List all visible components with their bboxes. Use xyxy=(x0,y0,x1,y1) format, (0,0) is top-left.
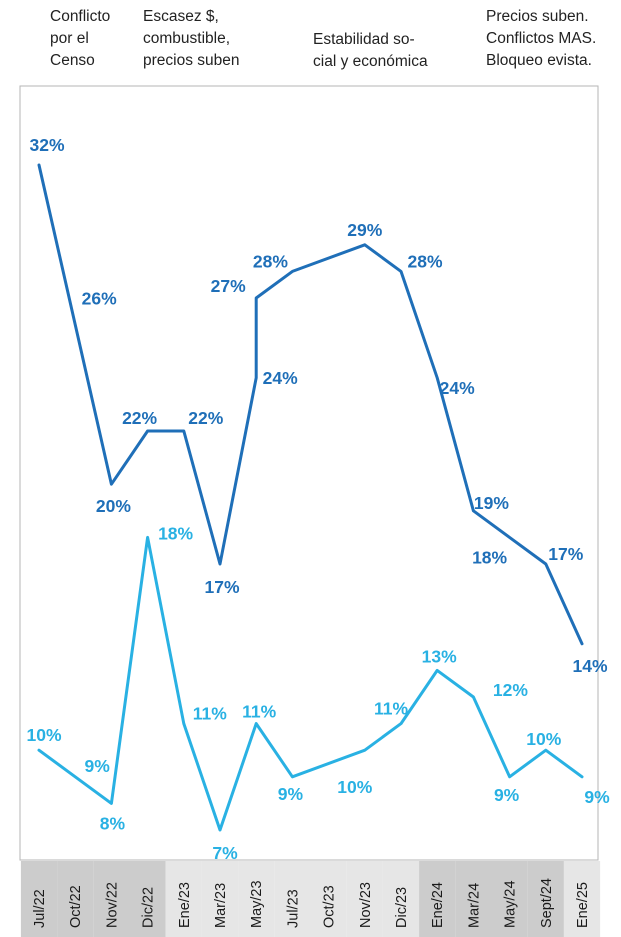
x-tick-label: Ene/24 xyxy=(430,882,446,928)
x-band-may-24 xyxy=(491,861,528,937)
data-label: 28% xyxy=(253,251,288,271)
data-label: 22% xyxy=(122,408,157,428)
data-label: 32% xyxy=(29,135,64,155)
data-label: 24% xyxy=(440,378,475,398)
x-tick-label: Sept/24 xyxy=(539,878,555,928)
x-tick-label: Ene/25 xyxy=(575,882,591,928)
x-band-dic-23 xyxy=(382,861,420,937)
x-band-nov-22 xyxy=(93,861,130,937)
data-label: 27% xyxy=(211,276,246,296)
data-label: 20% xyxy=(96,496,131,516)
data-label: 17% xyxy=(204,577,239,597)
x-band-dic-22 xyxy=(129,861,166,937)
data-label: 18% xyxy=(472,547,507,567)
data-label: 19% xyxy=(474,493,509,513)
x-band-nov-23 xyxy=(346,861,383,937)
data-label: 18% xyxy=(158,523,193,543)
x-tick-label: Dic/22 xyxy=(141,887,157,928)
data-label: 10% xyxy=(526,729,561,749)
x-tick-label: Oct/23 xyxy=(322,885,338,928)
x-band-jul-23 xyxy=(274,861,311,937)
data-label: 9% xyxy=(278,784,304,804)
x-tick-label: May/24 xyxy=(503,880,519,928)
x-tick-label: Nov/23 xyxy=(358,882,374,928)
data-label: 26% xyxy=(82,289,117,309)
x-tick-label: May/23 xyxy=(249,880,265,928)
data-label: 22% xyxy=(188,408,223,428)
plot-frame xyxy=(19,85,599,861)
data-labels: 32% 26% 20% 22% 22% 17% 24% 27% 28% 29% 28% 24% 19% 1… xyxy=(26,135,610,863)
data-label: 24% xyxy=(263,368,298,388)
x-band-oct-23 xyxy=(310,861,347,937)
x-band-sept-24 xyxy=(527,861,564,937)
x-band-mar-23 xyxy=(201,861,239,937)
data-label: 13% xyxy=(422,646,457,666)
data-label: 9% xyxy=(85,756,111,776)
x-band-ene-25 xyxy=(563,861,601,937)
x-band-ene-23 xyxy=(165,861,202,937)
series-line-1 xyxy=(37,163,584,646)
data-label: 11% xyxy=(374,699,408,719)
data-label: 10% xyxy=(26,725,61,745)
x-band-jul-22 xyxy=(20,861,58,937)
series-lines xyxy=(37,163,584,832)
data-label: 8% xyxy=(100,813,126,833)
data-label: 29% xyxy=(347,220,382,240)
x-band-oct-22 xyxy=(57,861,94,937)
x-tick-label: Oct/22 xyxy=(68,885,84,928)
data-label: 12% xyxy=(493,680,528,700)
annotation-estabilidad: Estabilidad so- cial y económica xyxy=(313,31,428,70)
x-tick-label: Dic/23 xyxy=(394,887,410,928)
data-label: 9% xyxy=(494,785,520,805)
x-axis-tick-labels: Jul/22 Oct/22 Nov/22 Dic/22 Ene/23 Mar/23 May/… xyxy=(32,878,591,928)
data-label: 17% xyxy=(548,544,583,564)
annotation-conflicto-censo: Conflicto por el Censo xyxy=(50,8,111,69)
data-label: 11% xyxy=(242,702,276,722)
data-label: 14% xyxy=(572,656,607,676)
annotation-precios-suben: Precios suben. Conflictos MAS. Bloqueo e… xyxy=(486,8,597,69)
x-tick-label: Nov/22 xyxy=(104,882,120,928)
x-band-may-23 xyxy=(238,861,275,937)
annotation-escasez: Escasez $, combustible, precios suben xyxy=(143,8,240,69)
data-label: 10% xyxy=(337,777,372,797)
x-tick-label: Jul/23 xyxy=(285,889,301,928)
x-tick-label: Mar/24 xyxy=(466,883,482,928)
x-band-ene-24 xyxy=(419,861,456,937)
data-label: 28% xyxy=(407,251,442,271)
x-band-mar-24 xyxy=(455,861,492,937)
data-label: 7% xyxy=(212,843,238,863)
x-tick-label: Jul/22 xyxy=(32,889,48,928)
series-line-2 xyxy=(37,535,584,832)
data-label: 11% xyxy=(193,704,227,724)
x-tick-label: Ene/23 xyxy=(177,882,193,928)
x-tick-label: Mar/23 xyxy=(213,883,229,928)
x-axis-bands xyxy=(20,861,601,937)
data-label: 9% xyxy=(584,787,610,807)
